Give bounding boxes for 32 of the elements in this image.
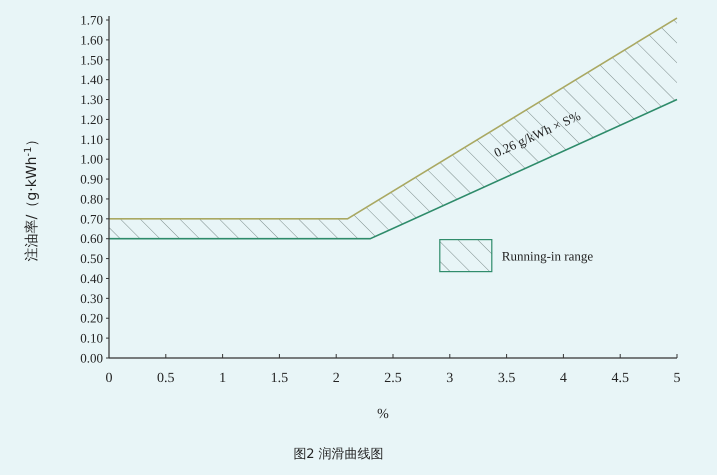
x-tick-label: 4.5 bbox=[611, 371, 629, 386]
y-tick-label: 0.00 bbox=[80, 350, 103, 366]
caption: 图2 润滑曲线图 bbox=[293, 447, 384, 462]
x-tick-label: 3 bbox=[446, 371, 454, 386]
x-tick-label: 0 bbox=[106, 371, 112, 386]
y-tick-label: 0.30 bbox=[80, 290, 103, 306]
y-tick-label: 0.50 bbox=[80, 251, 103, 266]
y-tick-label: 1.10 bbox=[80, 132, 103, 147]
x-tick-label: 2 bbox=[332, 371, 340, 386]
y-tick-label: 0.80 bbox=[80, 191, 103, 206]
y-tick-label: 1.20 bbox=[80, 112, 103, 127]
y-tick-label: 0.20 bbox=[80, 310, 103, 326]
y-tick-label: 1.40 bbox=[80, 72, 103, 88]
y-tick-label: 0.60 bbox=[80, 231, 103, 246]
x-tick-label: 1.5 bbox=[270, 371, 288, 386]
x-tick-label: 4 bbox=[560, 371, 567, 386]
y-tick-label: 1.60 bbox=[80, 32, 103, 48]
y-tick-label: 0.10 bbox=[80, 330, 103, 346]
x-tick-label: 3.5 bbox=[498, 371, 516, 386]
y-tick-label: 0.90 bbox=[80, 172, 103, 187]
y-tick-label: 1.30 bbox=[80, 92, 103, 108]
x-tick-label: 1 bbox=[219, 371, 226, 386]
y-tick-label: 0.70 bbox=[80, 211, 103, 226]
y-tick-label: 1.70 bbox=[80, 12, 103, 28]
x-tick-label: 0.5 bbox=[157, 371, 175, 386]
legend: Running-in range bbox=[439, 239, 594, 272]
x-axis-title: % bbox=[377, 407, 390, 422]
x-tick-label: 5 bbox=[674, 371, 680, 386]
y-tick-label: 1.00 bbox=[80, 152, 103, 167]
y-tick-label: 1.50 bbox=[80, 52, 103, 68]
x-tick-label: 2.5 bbox=[384, 371, 402, 386]
y-tick-label: 0.40 bbox=[80, 270, 103, 286]
